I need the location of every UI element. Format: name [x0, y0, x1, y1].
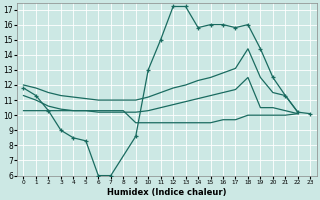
X-axis label: Humidex (Indice chaleur): Humidex (Indice chaleur) [107, 188, 227, 197]
